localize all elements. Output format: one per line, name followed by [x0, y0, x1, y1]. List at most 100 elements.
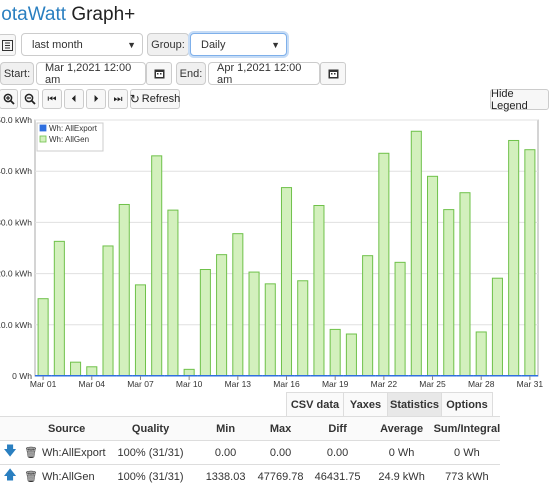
app-brand: IotaWatt	[0, 4, 67, 25]
period-select[interactable]: last month ▼	[21, 33, 143, 56]
bar-allgen	[37, 298, 49, 377]
row-source: Wh:AllExport	[42, 440, 106, 465]
bar-allgen	[524, 149, 536, 377]
start-date-value: Mar 1,2021 12:00 am	[45, 61, 132, 86]
move-up-icon[interactable]: 🡅	[0, 464, 20, 489]
header-diff: Diff	[305, 416, 370, 441]
bar-allexport	[408, 375, 425, 377]
bar-allexport	[343, 375, 360, 377]
end-date-input[interactable]: Apr 1,2021 12:00 am	[208, 62, 320, 86]
refresh-icon: ↻	[129, 92, 140, 106]
refresh-button[interactable]: ↻ Refresh	[130, 89, 180, 109]
tab-yaxes[interactable]: Yaxes	[343, 392, 388, 416]
bar-allgen	[167, 209, 179, 377]
bar-allgen	[410, 130, 422, 377]
statistics-table: Source Quality Min Max Diff Average Sum/…	[0, 416, 501, 489]
trash-icon[interactable]: 🗑	[20, 464, 42, 489]
tab-options[interactable]: Options	[441, 392, 493, 416]
header-sum: Sum/Integral	[433, 416, 501, 441]
y-tick-label: 0 Wh	[12, 371, 32, 381]
refresh-label: Refresh	[141, 93, 181, 105]
tab-csv-data[interactable]: CSV data	[286, 392, 344, 416]
header-max: Max	[255, 416, 306, 441]
header-source: Source	[42, 416, 106, 441]
table-header-row: Source Quality Min Max Diff Average Sum/…	[0, 416, 501, 441]
row-sum: 0 Wh	[433, 440, 501, 465]
header-cell	[0, 416, 20, 441]
bar-allexport	[99, 375, 117, 377]
zoom-out-icon	[24, 93, 36, 105]
bar-allgen	[297, 280, 309, 377]
last-button[interactable]: ⏭	[108, 89, 128, 109]
bar-allgen	[459, 192, 471, 377]
prev-button[interactable]: ⏴	[64, 89, 84, 109]
bar-allgen	[151, 155, 163, 377]
hide-legend-button[interactable]: Hide Legend	[490, 88, 549, 112]
row-source: Wh:AllGen	[42, 464, 106, 489]
x-tick-label: Mar 31	[517, 379, 544, 389]
row-average: 24.9 kWh	[369, 464, 434, 489]
group-select[interactable]: Daily ▼	[190, 33, 287, 56]
table-row: 🡇 🗑 Wh:AllExport 100% (31/31) 0.00 0.00 …	[0, 440, 501, 465]
calendar-icon	[328, 69, 338, 79]
bar-allexport	[327, 375, 344, 377]
legend-box	[36, 122, 104, 152]
bar-allexport	[375, 375, 392, 377]
row-average: 0 Wh	[369, 440, 434, 465]
end-calendar-button[interactable]	[320, 62, 346, 85]
row-min: 0.00	[195, 440, 256, 465]
bar-allgen	[118, 203, 130, 377]
stats-tabs: CSV data Yaxes Statistics Options	[286, 392, 493, 416]
list-button[interactable]	[0, 34, 16, 56]
bar-allgen	[475, 331, 487, 377]
row-quality: 100% (31/31)	[105, 464, 196, 489]
bar-allgen	[329, 328, 341, 377]
bar-allgen	[345, 333, 357, 377]
group-label: Group:	[147, 33, 189, 56]
header-cell	[20, 416, 42, 441]
bar-allexport	[505, 375, 522, 377]
zoom-in-button[interactable]	[0, 89, 18, 109]
bar-allexport	[521, 375, 538, 377]
legend-swatch	[39, 135, 47, 143]
next-icon: ⏵	[93, 93, 99, 105]
bar-allgen	[313, 205, 325, 377]
legend-label: Wh: AllGen	[49, 135, 89, 144]
calendar-icon	[154, 69, 164, 79]
bar-allgen	[362, 255, 374, 377]
bar-allgen	[264, 283, 276, 377]
header-average: Average	[369, 416, 434, 441]
y-tick-label: 40.0 kWh	[0, 166, 32, 176]
bar-allgen	[394, 261, 406, 377]
bar-allexport	[181, 375, 198, 377]
move-down-icon[interactable]: 🡇	[0, 440, 20, 465]
app-title-rest: Graph+	[66, 4, 136, 25]
bar-allgen	[378, 152, 390, 377]
bar-allexport	[35, 375, 52, 377]
end-label: End:	[176, 62, 206, 85]
list-icon	[1, 39, 13, 51]
y-tick-label: 10.0 kWh	[0, 320, 32, 330]
y-tick-label: 30.0 kWh	[0, 217, 32, 227]
first-button[interactable]: ⏮	[42, 89, 62, 109]
bar-allexport	[489, 375, 506, 377]
y-tick-label: 50.0 kWh	[0, 115, 32, 125]
tab-statistics[interactable]: Statistics	[387, 392, 442, 416]
header-quality: Quality	[105, 416, 196, 441]
bar-allexport	[213, 375, 230, 377]
energy-chart[interactable]: 0 Wh 10.0 kWh 20.0 kWh 30.0 kWh 40.0 kWh 50.0…	[0, 115, 551, 391]
bar-allexport	[359, 375, 376, 377]
row-sum: 773 kWh	[433, 464, 501, 489]
bar-allgen	[102, 245, 114, 377]
trash-icon[interactable]: 🗑	[20, 440, 42, 465]
x-tick-label: Mar 28	[468, 379, 495, 389]
bar-allgen	[232, 233, 244, 377]
next-button[interactable]: ⏵	[86, 89, 106, 109]
start-date-input[interactable]: Mar 1,2021 12:00 am	[36, 61, 146, 86]
zoom-out-button[interactable]	[20, 89, 39, 109]
first-icon: ⏮	[47, 93, 57, 105]
start-calendar-button[interactable]	[146, 62, 172, 85]
bar-allexport	[67, 375, 84, 377]
bar-allgen	[134, 284, 146, 377]
last-icon: ⏭	[113, 93, 123, 105]
